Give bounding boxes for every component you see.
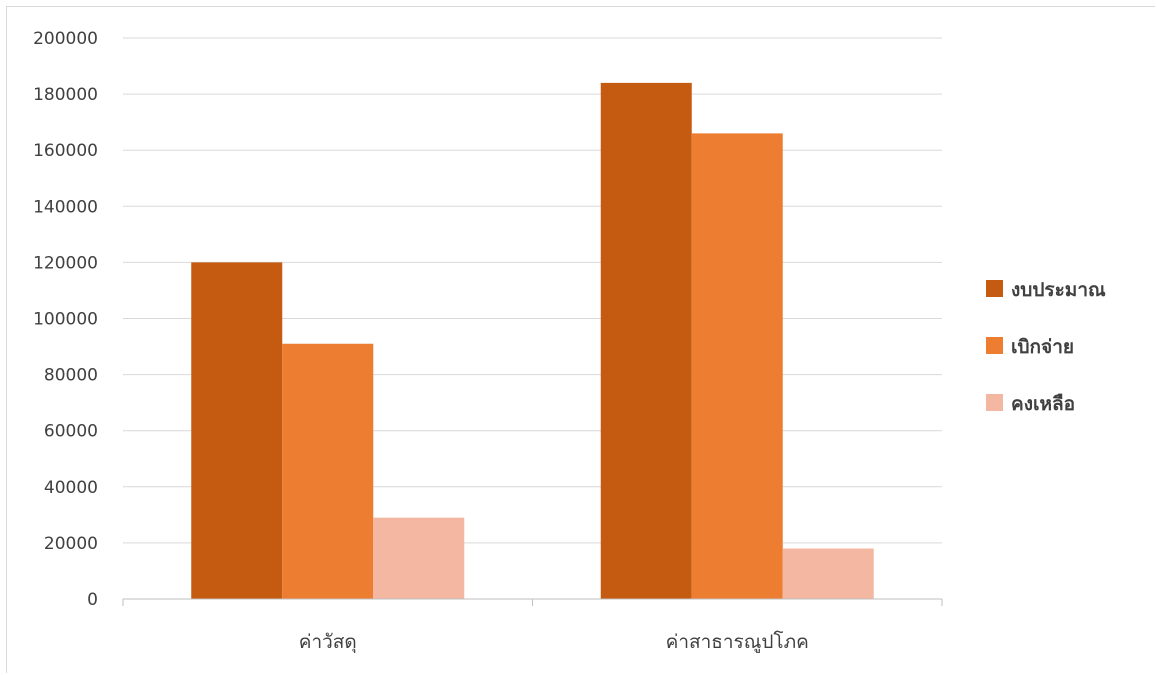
legend-swatch xyxy=(986,337,1003,354)
y-tick-label: 100000 xyxy=(33,310,98,330)
y-tick-label: 60000 xyxy=(44,422,98,442)
x-category-label: ค่าวัสดุ xyxy=(299,631,357,654)
x-axis-category-labels: ค่าวัสดุ ค่าสาธารณูปโภค xyxy=(299,630,809,654)
bar-2-1 xyxy=(282,343,374,599)
y-tick-label: 160000 xyxy=(33,141,98,161)
y-tick-label: 120000 xyxy=(33,253,98,273)
legend-swatch xyxy=(986,280,1003,297)
bar-3-2 xyxy=(782,548,874,599)
y-tick-label: 200000 xyxy=(33,29,98,49)
legend-swatch xyxy=(986,394,1003,411)
y-axis-tick-labels: 0 20000 40000 60000 80000 100000 120000 140000 1… xyxy=(33,29,98,610)
legend-label: งบประมาณ xyxy=(1011,279,1106,301)
bar-2-2 xyxy=(691,133,783,599)
y-tick-label: 180000 xyxy=(33,85,98,105)
bar-1-2 xyxy=(600,82,692,599)
y-tick-label: 80000 xyxy=(44,366,98,386)
legend-label: เบิกจ่าย xyxy=(1011,336,1074,358)
bar-1-1 xyxy=(191,262,283,599)
y-tick-label: 0 xyxy=(87,590,98,610)
y-tick-label: 40000 xyxy=(44,478,98,498)
x-axis xyxy=(122,598,943,606)
bar-3-1 xyxy=(373,517,465,599)
x-category-label: ค่าสาธารณูปโภค xyxy=(666,630,809,653)
bars xyxy=(191,82,874,599)
gridlines xyxy=(123,37,942,544)
chart-frame xyxy=(6,6,1155,673)
y-tick-label: 20000 xyxy=(44,534,98,554)
y-tick-label: 140000 xyxy=(33,197,98,217)
legend-label: คงเหลือ xyxy=(1011,393,1075,415)
